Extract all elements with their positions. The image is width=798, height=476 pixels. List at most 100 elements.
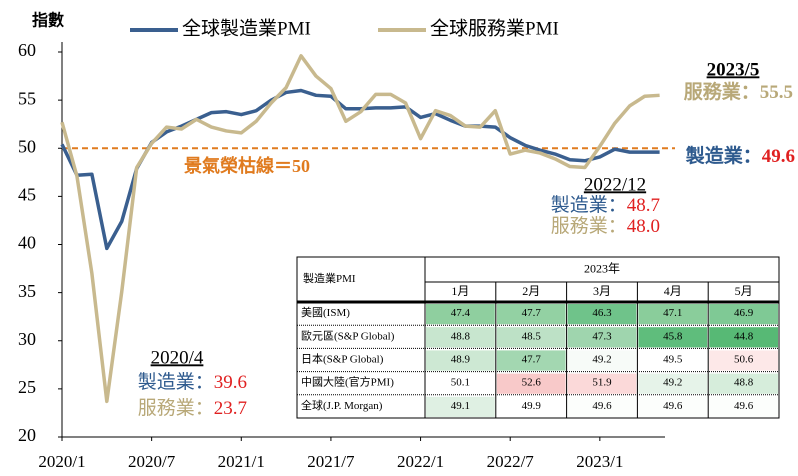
table-cell: 49.9: [522, 400, 542, 412]
table-cell-bg: [709, 327, 778, 348]
table-cell: 49.1: [451, 400, 470, 412]
table-cell-bg: [709, 373, 778, 394]
annotation: 服務業：23.7: [138, 397, 247, 419]
table-cell: 49.5: [663, 354, 683, 366]
table-cell: 49.6: [663, 400, 683, 412]
reference-label: 景氣榮枯線＝50: [184, 155, 310, 176]
table-cell: 45.8: [663, 330, 683, 342]
table-cell-bg: [638, 396, 708, 417]
y-tick-label: 55: [18, 88, 36, 108]
table-cell: 48.9: [451, 354, 471, 366]
table-cell: 49.2: [592, 354, 611, 366]
annotation-value: 48.0: [627, 216, 660, 237]
table-cell: 46.3: [592, 307, 612, 319]
table-cell-bg: [567, 304, 637, 325]
x-tick-label: 2021/1: [218, 452, 265, 471]
table-cell-bg: [709, 304, 778, 325]
table-corner: 製造業PMI: [303, 271, 356, 285]
table-column: 2月: [522, 284, 540, 298]
annotation-label: 製造業：: [138, 371, 214, 393]
table-cell-bg: [638, 373, 708, 394]
table-cell-bg: [496, 304, 566, 325]
y-tick-label: 45: [18, 185, 36, 205]
table-column: 3月: [593, 284, 611, 298]
table-cell-bg: [567, 327, 637, 348]
legend-label: 全球服務業PMI: [430, 17, 559, 39]
table-cell-bg: [426, 396, 495, 417]
table-cell: 48.8: [734, 377, 754, 389]
annotation-label: 服務業：: [684, 80, 760, 103]
table-cell: 52.6: [522, 377, 542, 389]
y-axis-label: 指數: [32, 11, 64, 30]
annotation: 服務業：48.0: [551, 215, 660, 237]
table-cell-bg: [426, 350, 495, 371]
table-cell-bg: [567, 396, 637, 417]
table-cell-bg: [426, 373, 495, 394]
table-cell: 48.8: [451, 330, 471, 342]
table-cell: 47.1: [663, 307, 682, 319]
annotation: 製造業：39.6: [138, 371, 247, 393]
table-cell-bg: [638, 304, 708, 325]
table-cell: 50.6: [734, 354, 754, 366]
y-tick-label: 50: [18, 136, 36, 156]
table-cell: 47.3: [592, 330, 612, 342]
table-row-name: 全球(J.P. Morgan): [301, 398, 383, 412]
annotation-title: 2022/12: [584, 174, 646, 195]
annotation-label: 服務業：: [551, 215, 627, 237]
annotation-title: 2023/5: [707, 59, 760, 80]
table-row-name: 日本(S&P Global): [301, 352, 384, 366]
table-column: 4月: [664, 284, 682, 298]
table-cell-bg: [426, 327, 495, 348]
annotation-value: 55.5: [760, 82, 793, 103]
table-cell: 46.9: [734, 307, 754, 319]
series-line: [60, 54, 660, 404]
annotation: 製造業：48.7: [551, 194, 660, 216]
y-tick-label: 40: [18, 233, 36, 253]
table-cell: 50.1: [451, 377, 470, 389]
annotation-value: 39.6: [214, 372, 247, 393]
legend-label: 全球製造業PMI: [182, 17, 311, 39]
table-cell-bg: [567, 350, 637, 371]
y-tick-label: 25: [18, 377, 36, 397]
table-column: 1月: [451, 284, 469, 298]
table-cell: 47.7: [522, 354, 542, 366]
x-tick-label: 2022/1: [397, 452, 444, 471]
annotation-label: 製造業：: [551, 194, 627, 216]
annotation: 服務業：55.5: [684, 80, 793, 103]
table-cell: 49.6: [734, 400, 754, 412]
table-cell-bg: [709, 350, 778, 371]
x-tick-label: 2020/7: [128, 452, 176, 471]
table-cell-bg: [496, 396, 566, 417]
table-cell-bg: [426, 304, 495, 325]
table-cell-bg: [496, 350, 566, 371]
table-cell-bg: [638, 350, 708, 371]
table-cell-bg: [496, 327, 566, 348]
table-row-name: 歐元區(S&P Global): [301, 328, 395, 342]
table-cell: 49.6: [592, 400, 612, 412]
annotation-label: 服務業：: [138, 397, 214, 419]
table-cell: 48.5: [522, 330, 542, 342]
table-column: 5月: [735, 284, 753, 298]
annotation-title: 2020/4: [151, 347, 204, 368]
annotation-label: 製造業：: [685, 144, 762, 167]
table-cell-bg: [709, 396, 778, 417]
annotation-value: 23.7: [214, 398, 247, 419]
table-cell-bg: [567, 373, 637, 394]
table-row-name: 中國大陸(官方PMI): [301, 375, 394, 389]
x-tick-label: 2020/1: [38, 452, 85, 471]
table-cell: 47.4: [451, 307, 471, 319]
x-tick-label: 2022/7: [487, 452, 535, 471]
y-tick-label: 60: [18, 40, 36, 60]
annotation-value: 48.7: [627, 195, 660, 216]
annotation-value: 49.6: [762, 146, 795, 167]
table-cell: 49.2: [663, 377, 682, 389]
table-cell: 44.8: [734, 330, 754, 342]
y-tick-label: 30: [18, 329, 36, 349]
table-year: 2023年: [584, 261, 620, 275]
table-row-name: 美國(ISM): [301, 306, 350, 319]
series-line: [60, 88, 660, 251]
annotation: 製造業：49.6: [685, 144, 795, 167]
table-cell: 51.9: [592, 377, 612, 389]
table-cell-bg: [638, 327, 708, 348]
